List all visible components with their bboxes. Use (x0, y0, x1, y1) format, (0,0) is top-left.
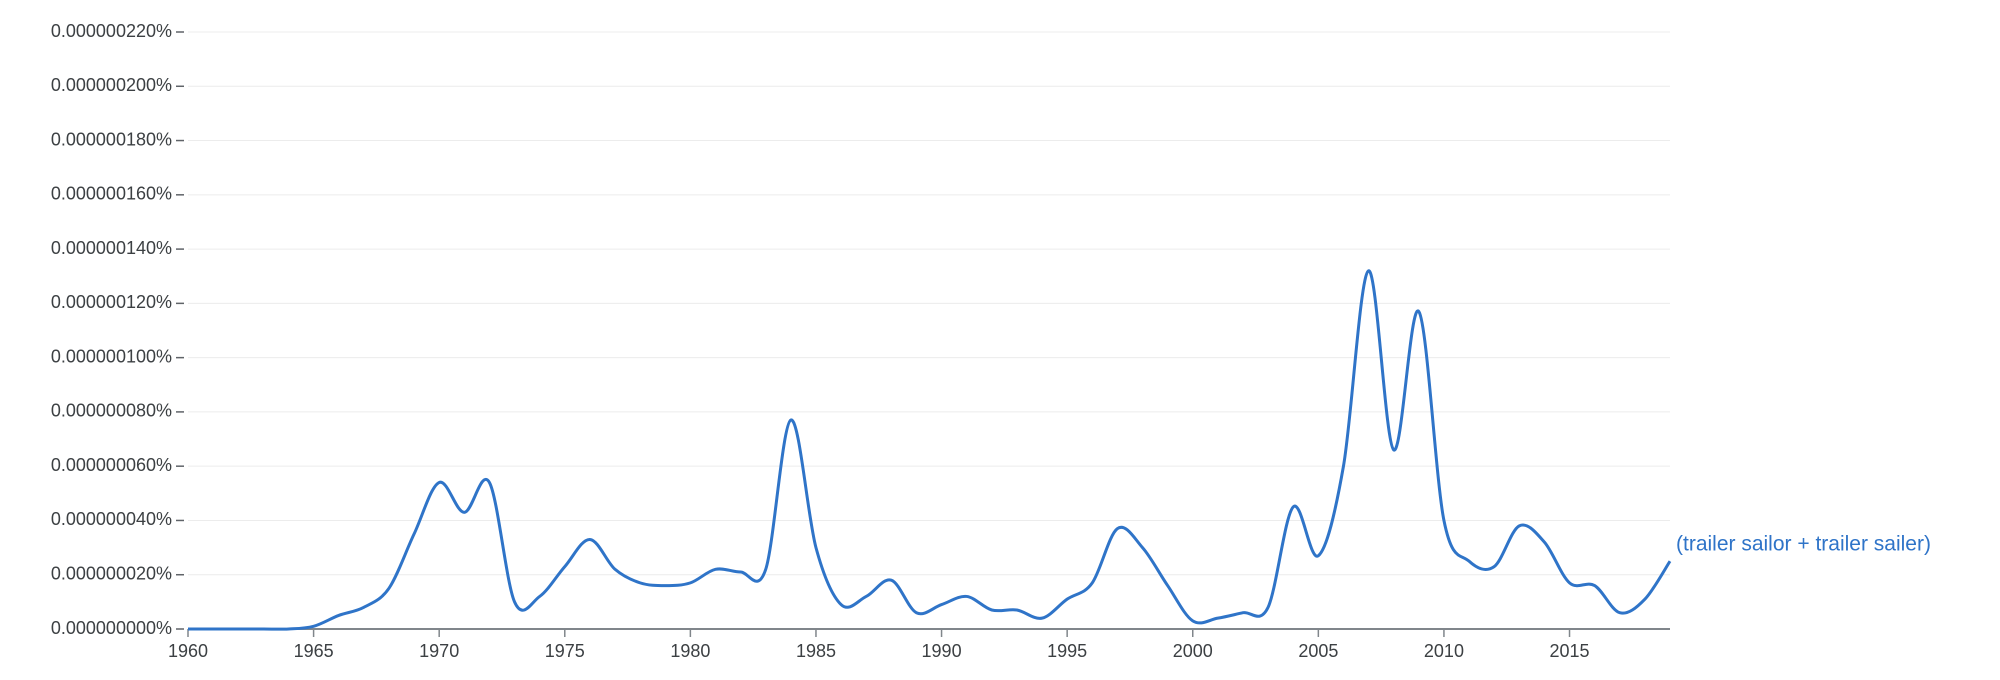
y-tick-label: 0.000000100% (51, 346, 172, 366)
series-label: (trailer sailor + trailer sailer) (1676, 533, 1931, 556)
x-tick-label: 1985 (796, 641, 836, 661)
x-tick-label: 1965 (294, 641, 334, 661)
y-tick-label: 0.000000220% (51, 21, 172, 41)
x-tick-label: 1990 (922, 641, 962, 661)
x-tick-label: 2000 (1173, 641, 1213, 661)
y-tick-label: 0.000000000% (51, 618, 172, 638)
x-tick-label: 1975 (545, 641, 585, 661)
x-tick-label: 1980 (670, 641, 710, 661)
y-tick-label: 0.000000120% (51, 292, 172, 312)
x-tick-label: 2005 (1298, 641, 1338, 661)
y-tick-label: 0.000000200% (51, 75, 172, 95)
y-tick-label: 0.000000080% (51, 401, 172, 421)
x-tick-label: 1960 (168, 641, 208, 661)
x-tick-label: 2015 (1550, 641, 1590, 661)
x-tick-label: 1970 (419, 641, 459, 661)
y-tick-label: 0.000000160% (51, 184, 172, 204)
y-tick-label: 0.000000020% (51, 563, 172, 583)
x-tick-label: 2010 (1424, 641, 1464, 661)
y-tick-label: 0.000000140% (51, 238, 172, 258)
y-tick-label: 0.000000040% (51, 509, 172, 529)
x-tick-label: 1995 (1047, 641, 1087, 661)
y-tick-label: 0.000000180% (51, 129, 172, 149)
series-line (188, 269, 1672, 631)
y-tick-label: 0.000000060% (51, 455, 172, 475)
